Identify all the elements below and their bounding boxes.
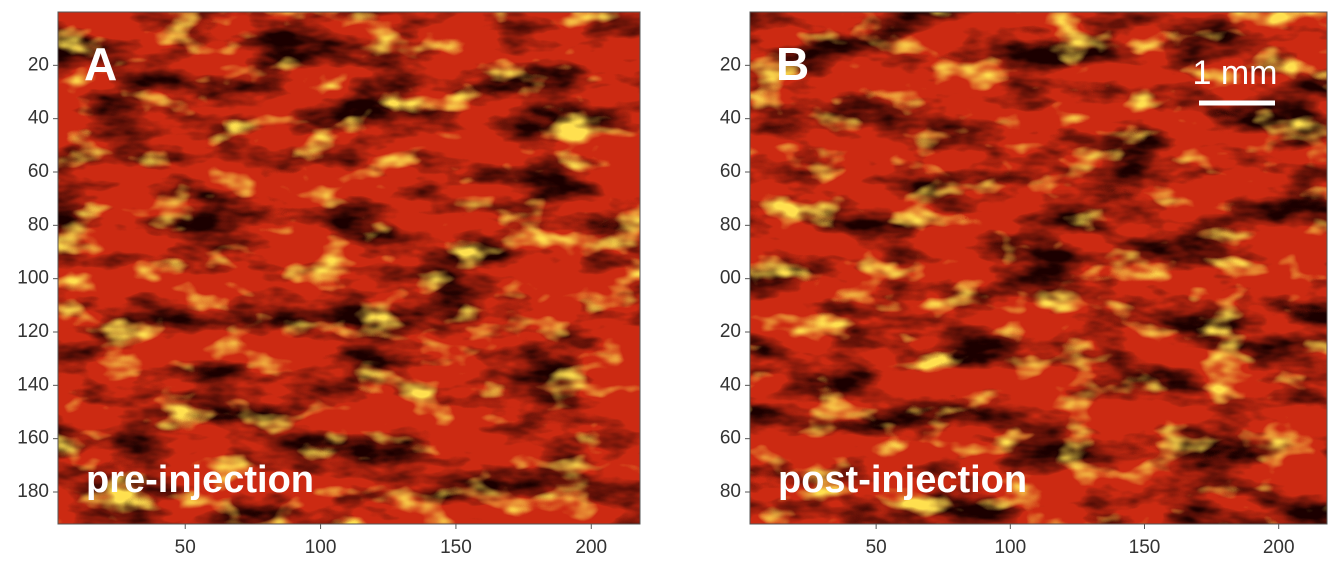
panel-letter: A [84,38,117,90]
y-tick-label: 80 [28,214,49,235]
x-tick-label: 200 [575,537,607,558]
y-tick-label: 100 [17,268,49,289]
panel: 50 100 150 200 20 40 60 80 00 20 40 60 80 Bpost-injec… [720,11,1328,558]
y-tick-label: 40 [28,108,49,129]
x-tick-label: 50 [866,537,887,558]
frame [749,11,1328,525]
y-tick-label: 40 [720,108,741,129]
x-tick-label: 200 [1263,537,1295,558]
image-bright [58,12,640,524]
x-tick-label: 150 [1129,537,1161,558]
y-tick-label: 60 [720,161,741,182]
y-tick-label: 60 [28,161,49,182]
y-tick-label: 160 [17,428,49,449]
y-tick-label: 20 [28,54,49,75]
scale-bar-label: 1 mm [1193,54,1278,92]
panel-letter: B [776,38,809,90]
x-tick-label: 50 [175,537,196,558]
x-tick-label: 100 [994,537,1026,558]
y-tick-label: 20 [720,321,741,342]
y-tick-label: 80 [720,481,741,502]
panel: 50 100 150 200 20 40 60 80 100 120 140 160 180 Apre-i… [17,11,641,558]
y-tick-label: 40 [720,374,741,395]
frame [57,11,641,525]
y-tick-label: 00 [720,268,741,289]
image-bright [750,12,1327,524]
x-tick-label: 100 [305,537,337,558]
y-tick-label: 80 [720,214,741,235]
panel-caption: post-injection [778,459,1027,501]
y-tick-label: 120 [17,321,49,342]
x-tick-label: 150 [440,537,472,558]
y-tick-label: 20 [720,54,741,75]
y-tick-label: 140 [17,374,49,395]
y-tick-label: 180 [17,481,49,502]
panel-caption: pre-injection [86,459,314,501]
y-tick-label: 60 [720,428,741,449]
